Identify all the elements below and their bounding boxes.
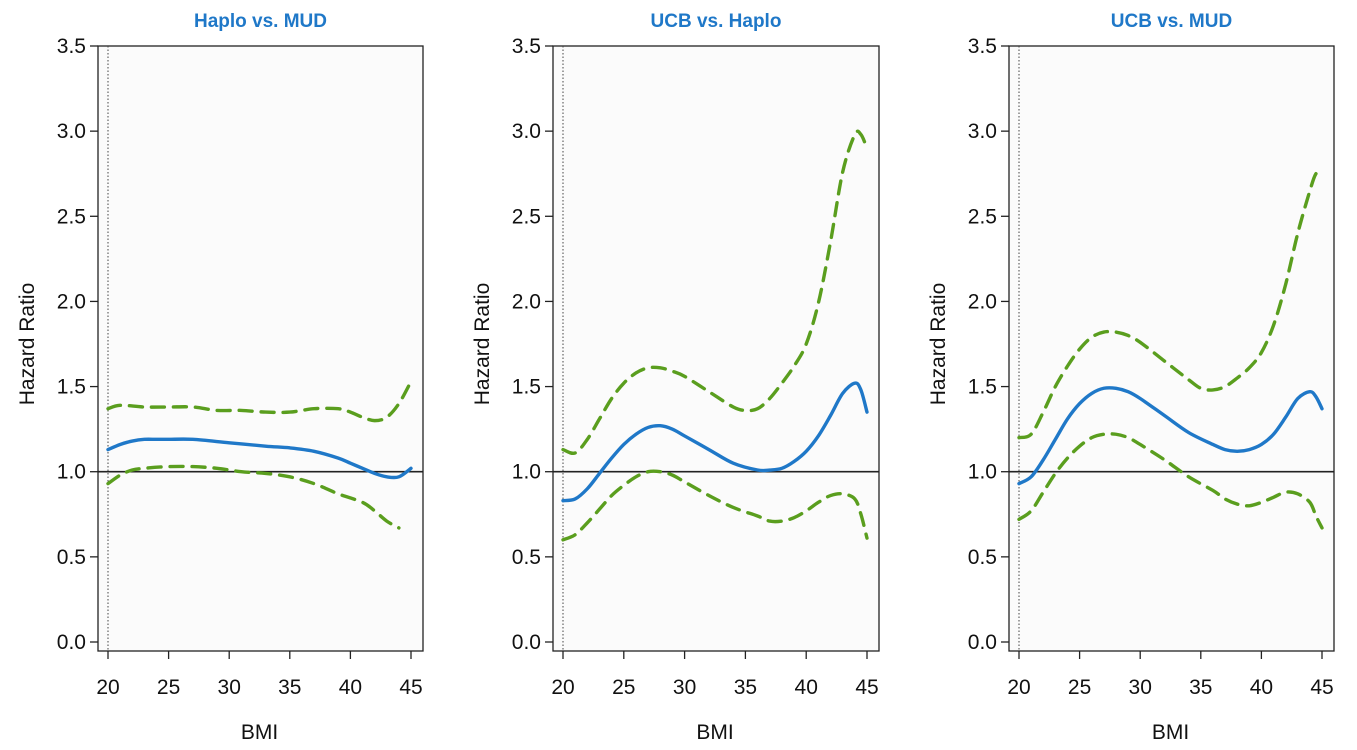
x-tick-label: 30 — [218, 676, 241, 699]
y-tick-label: 2.0 — [512, 290, 541, 313]
y-tick-label: 2.0 — [57, 290, 86, 313]
hazard-ratio-estimate-line — [1017, 386, 1324, 486]
y-tick-label: 3.5 — [512, 35, 541, 58]
x-axis-label: BMI — [241, 721, 278, 744]
x-tick-label: 35 — [1189, 676, 1212, 699]
x-tick-label: 25 — [1068, 676, 1091, 699]
panel-title: UCB vs. Haplo — [651, 11, 782, 32]
x-tick-label: 25 — [157, 676, 180, 699]
x-tick-label: 40 — [339, 676, 362, 699]
x-tick-label: 45 — [1310, 676, 1333, 699]
y-tick-label: 0.5 — [512, 546, 541, 569]
confidence-lower-line — [561, 469, 869, 542]
y-tick-label: 0.0 — [968, 631, 997, 654]
y-tick-label: 0.0 — [57, 631, 86, 654]
y-tick-label: 2.5 — [57, 205, 86, 228]
y-tick-label: 0.5 — [968, 546, 997, 569]
panel-title: Haplo vs. MUD — [194, 11, 327, 32]
y-tick-label: 2.5 — [512, 205, 541, 228]
y-axis-label: Hazard Ratio — [471, 283, 494, 406]
y-tick-label: 2.5 — [968, 205, 997, 228]
y-tick-label: 1.5 — [968, 376, 997, 399]
x-tick-label: 20 — [1007, 676, 1030, 699]
y-tick-label: 2.0 — [968, 290, 997, 313]
chart-panels: Haplo vs. MUD 0.0 0.5 1.0 1.5 2.0 2.5 3.0 3.5 20 2… — [16, 11, 1335, 744]
panel-1: Haplo vs. MUD 0.0 0.5 1.0 1.5 2.0 2.5 3.0 3.5 20 2… — [16, 11, 424, 744]
x-tick-label: 45 — [855, 676, 878, 699]
y-tick-label: 0.5 — [57, 546, 86, 569]
x-tick-label: 45 — [399, 676, 422, 699]
x-tick-label: 25 — [612, 676, 635, 699]
x-tick-label: 20 — [551, 676, 574, 699]
x-tick-label: 30 — [673, 676, 696, 699]
y-axis-label: Hazard Ratio — [927, 283, 950, 406]
x-tick-label: 40 — [795, 676, 818, 699]
hazard-ratio-estimate-line — [106, 437, 413, 480]
y-tick-label: 3.5 — [57, 35, 86, 58]
panel-2: UCB vs. Haplo 0.0 0.5 1.0 1.5 2.0 2.5 3.0 3.5 20 2… — [471, 11, 880, 744]
plot-frame — [552, 45, 880, 652]
y-tick-label: 1.5 — [512, 376, 541, 399]
panel-3: UCB vs. MUD 0.0 0.5 1.0 1.5 2.0 2.5 3.0 3.5 20 25 3… — [927, 11, 1335, 744]
y-tick-label: 1.0 — [57, 461, 86, 484]
x-tick-label: 35 — [278, 676, 301, 699]
plot-frame — [1008, 45, 1335, 652]
x-tick-label: 30 — [1129, 676, 1152, 699]
x-tick-label: 20 — [96, 676, 119, 699]
x-axis-label: BMI — [696, 721, 733, 744]
y-axis-label: Hazard Ratio — [16, 283, 39, 406]
x-tick-label: 40 — [1250, 676, 1273, 699]
y-tick-label: 0.0 — [512, 631, 541, 654]
hazard-ratio-estimate-line — [561, 381, 869, 503]
confidence-lower-line — [106, 464, 401, 530]
confidence-lower-line — [1017, 432, 1324, 530]
plot-frame — [97, 45, 424, 652]
panel-title: UCB vs. MUD — [1111, 11, 1232, 32]
y-tick-label: 1.0 — [968, 461, 997, 484]
y-tick-label: 3.0 — [968, 120, 997, 143]
y-tick-label: 3.0 — [57, 120, 86, 143]
y-tick-label: 1.0 — [512, 461, 541, 484]
confidence-upper-line — [106, 379, 413, 423]
x-tick-label: 35 — [734, 676, 757, 699]
y-tick-label: 1.5 — [57, 376, 86, 399]
x-axis-label: BMI — [1152, 721, 1189, 744]
confidence-upper-line — [1017, 170, 1324, 440]
confidence-upper-line — [561, 129, 869, 456]
y-tick-label: 3.0 — [512, 120, 541, 143]
y-tick-label: 3.5 — [968, 35, 997, 58]
